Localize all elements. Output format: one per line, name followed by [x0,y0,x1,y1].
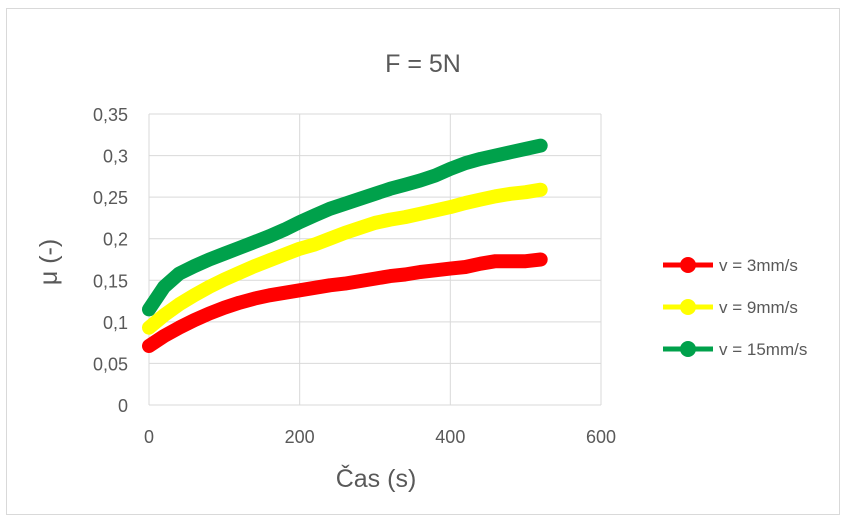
y-tick-label: 0 [118,396,128,416]
chart-title: F = 5N [385,50,461,78]
y-axis-title: μ (-) [35,239,63,285]
legend-item: v = 3mm/s [663,256,798,275]
legend-marker [680,299,696,315]
series-line-2 [142,182,548,335]
x-tick-label: 200 [285,427,315,447]
legend-label: v = 15mm/s [719,340,807,359]
legend-label: v = 9mm/s [719,298,798,317]
x-tick-label: 400 [435,427,465,447]
line-chart: F = 5N 0 0,05 0,1 0,15 0,2 0,25 0,3 0,35 0 200 400… [35,50,807,493]
legend: v = 3mm/s v = 9mm/s v = 15mm/s [663,256,807,359]
y-tick-label: 0,35 [93,105,128,125]
y-tick-label: 0,2 [103,230,128,250]
legend-marker [680,341,696,357]
legend-marker [680,257,696,273]
series-layer [142,138,548,353]
x-tick-label: 0 [144,427,154,447]
y-tick-label: 0,1 [103,313,128,333]
series-line-1 [142,252,548,353]
y-tick-label: 0,15 [93,271,128,291]
y-tick-label: 0,25 [93,188,128,208]
y-tick-label: 0,05 [93,354,128,374]
y-tick-label: 0,3 [103,147,128,167]
x-tick-label: 600 [586,427,616,447]
legend-label: v = 3mm/s [719,256,798,275]
legend-item: v = 9mm/s [663,298,798,317]
legend-item: v = 15mm/s [663,340,807,359]
series-line-3 [142,138,548,317]
chart-area: F = 5N 0 0,05 0,1 0,15 0,2 0,25 0,3 0,35 0 200 400… [6,8,840,515]
axes: 0 0,05 0,1 0,15 0,2 0,25 0,3 0,35 0 200 400 600 [93,105,616,447]
x-axis-title: Čas (s) [336,464,417,493]
